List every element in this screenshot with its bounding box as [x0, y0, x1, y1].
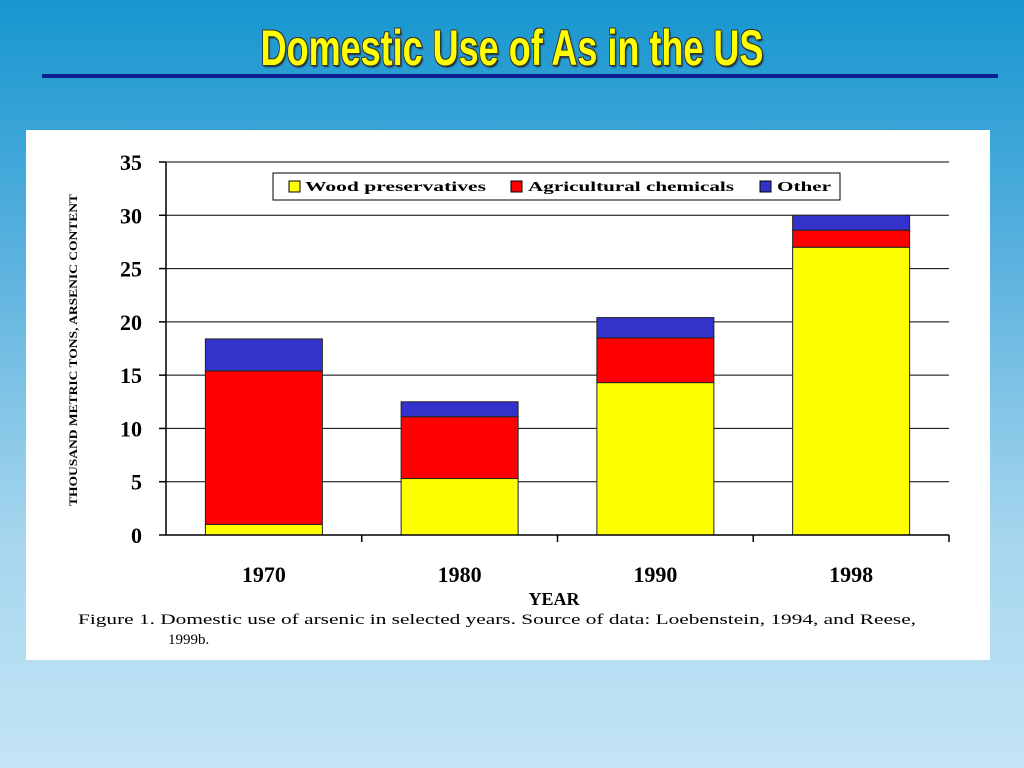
y-tick-label: 5: [131, 470, 142, 495]
legend-label-agricultural-chemicals: Agricultural chemicals: [528, 180, 735, 195]
title-underline: [42, 74, 998, 78]
bar-segment-1998-other: [792, 214, 911, 231]
figure-caption-line-1: Figure 1. Domestic use of arsenic in sel…: [78, 612, 916, 628]
x-category-label: 1970: [242, 562, 286, 587]
y-tick-label: 0: [131, 523, 142, 548]
y-tick-label: 20: [120, 310, 142, 335]
bar-segment-1998-wood-preservatives: [792, 246, 911, 536]
legend: Wood preservatives Agricultural chemicals…: [272, 172, 841, 201]
bar-segment-1970-other: [204, 338, 323, 372]
stacked-bar-chart: 0 5 10 15 20 25 30 35 1970 1980 1990 1998 THOUSAND…: [68, 150, 950, 648]
x-axis-label: YEAR: [528, 589, 580, 609]
chart-panel: 0 5 10 15 20 25 30 35 1970 1980 1990 1998 THOUSAND…: [26, 130, 990, 660]
legend-box: [272, 172, 841, 201]
bar-segment-1990-agricultural-chemicals: [596, 337, 715, 384]
slide-title: Domestic Use of As in the US: [260, 20, 764, 76]
y-tick-label: 35: [120, 150, 142, 175]
y-tick-label: 25: [120, 257, 142, 282]
bar-segment-1990-wood-preservatives: [596, 382, 715, 536]
x-category-label: 1990: [633, 562, 677, 587]
x-category-label: 1980: [438, 562, 482, 587]
y-tick-label: 15: [120, 363, 142, 388]
legend-swatch-wood-preservatives: [288, 180, 301, 193]
legend-label-wood-preservatives: Wood preservatives: [305, 180, 487, 195]
legend-swatch-agricultural-chemicals: [510, 180, 523, 193]
bar-segment-1980-wood-preservatives: [400, 478, 519, 536]
y-tick-label: 30: [120, 203, 142, 228]
bar-segment-1990-other: [596, 317, 715, 339]
bar-segment-1980-other: [400, 401, 519, 418]
y-tick-label: 10: [120, 416, 142, 441]
y-axis-label: THOUSAND METRIC TONS, ARSENIC CONTENT: [68, 194, 80, 506]
bar-segment-1998-agricultural-chemicals: [792, 229, 911, 248]
bar-segment-1970-wood-preservatives: [204, 523, 323, 536]
figure-caption-line-2: 1999b.: [168, 632, 209, 648]
bar-segment-1980-agricultural-chemicals: [400, 416, 519, 480]
x-category-label: 1998: [829, 562, 873, 587]
legend-swatch-other: [759, 180, 772, 193]
legend-label-other: Other: [777, 180, 831, 195]
bar-segment-1970-agricultural-chemicals: [204, 370, 323, 525]
